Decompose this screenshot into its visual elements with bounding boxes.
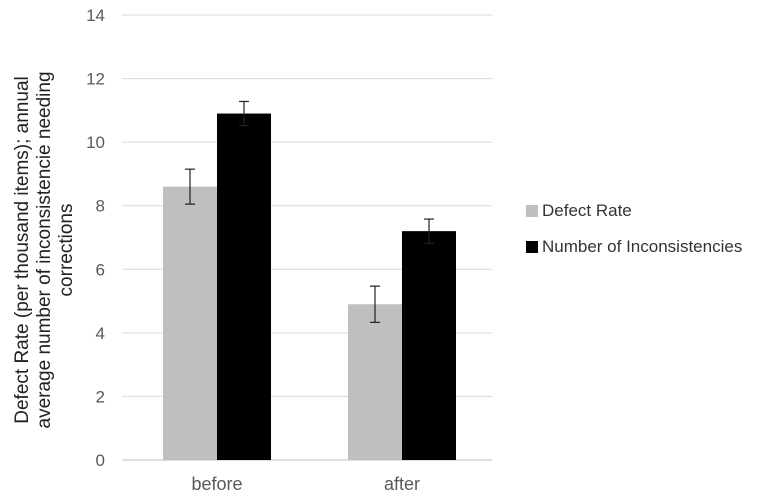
y-tick-label: 4 bbox=[96, 324, 105, 343]
legend-label: Number of Inconsistencies bbox=[542, 237, 742, 256]
x-tick-label-after: after bbox=[384, 474, 420, 494]
legend-item: Defect Rate bbox=[526, 201, 632, 220]
legend-item: Number of Inconsistencies bbox=[526, 237, 742, 256]
bars bbox=[163, 113, 456, 461]
error-bar bbox=[424, 218, 434, 244]
y-tick-label: 14 bbox=[86, 6, 105, 25]
y-tick-label: 12 bbox=[86, 70, 105, 89]
legend-swatch bbox=[526, 205, 538, 217]
y-tick-label: 2 bbox=[96, 387, 105, 406]
y-tick-label: 8 bbox=[96, 197, 105, 216]
legend-swatch bbox=[526, 241, 538, 253]
error-bar bbox=[239, 100, 249, 127]
y-tick-label: 0 bbox=[96, 451, 105, 470]
y-axis-label-line: average number of inconsistencie needing bbox=[34, 71, 55, 428]
bar-defect-rate-after bbox=[348, 304, 402, 460]
y-axis-label-line: corrections bbox=[56, 204, 77, 297]
legend-label: Defect Rate bbox=[542, 201, 632, 220]
bar-defect-rate-before bbox=[163, 186, 217, 460]
y-axis-label: Defect Rate (per thousand items); annual… bbox=[12, 71, 77, 428]
error-bar bbox=[370, 285, 380, 323]
x-axis-ticks: before after bbox=[191, 474, 420, 494]
y-tick-label: 6 bbox=[96, 260, 105, 279]
x-tick-label-before: before bbox=[191, 474, 242, 494]
y-tick-label: 10 bbox=[86, 133, 105, 152]
legend: Defect Rate Number of Inconsistencies bbox=[526, 201, 742, 256]
error-bars bbox=[185, 100, 434, 323]
bar-number-of-inconsistencies-after bbox=[402, 231, 456, 460]
y-axis-ticks: 0 2 4 6 8 10 12 14 bbox=[86, 6, 105, 470]
bar-number-of-inconsistencies-before bbox=[217, 113, 271, 461]
error-bar bbox=[185, 168, 195, 205]
y-axis-label-line: Defect Rate (per thousand items); annual bbox=[12, 76, 33, 423]
